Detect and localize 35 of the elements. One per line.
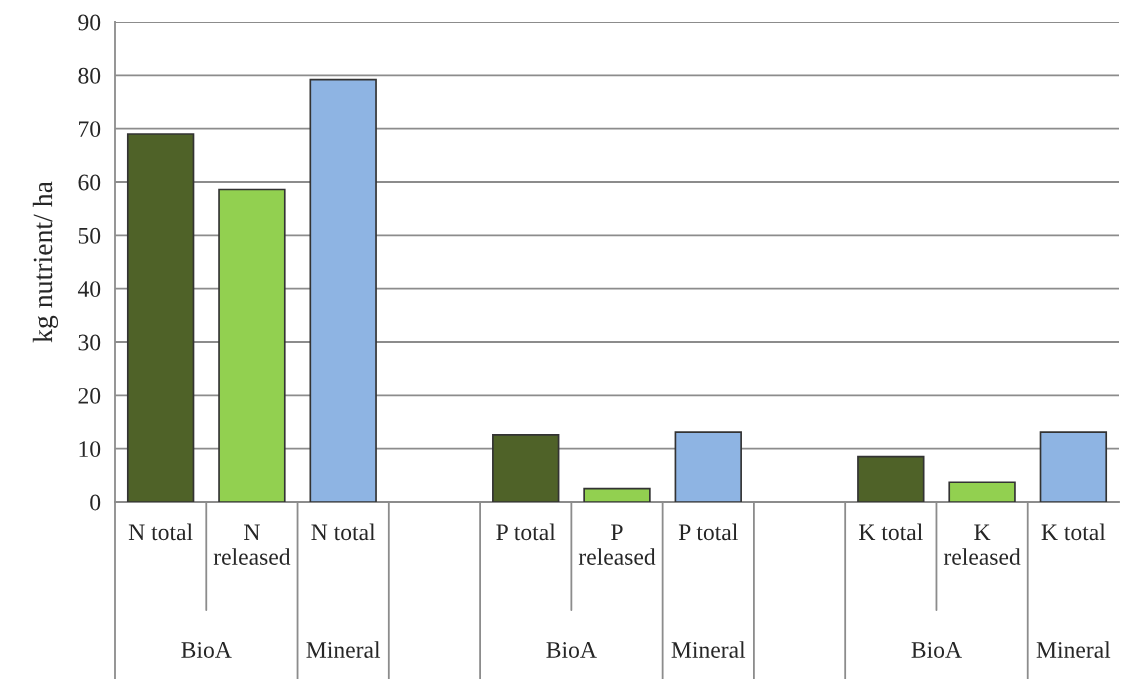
x-tick-label: P released bbox=[578, 524, 656, 565]
text: Mineral bbox=[1036, 641, 1111, 658]
text: BioA bbox=[181, 642, 232, 658]
x-tick-label: N total bbox=[128, 523, 193, 541]
y-tick-label: 60 bbox=[78, 174, 101, 191]
bar bbox=[1039, 431, 1108, 502]
y-tick-label: 20 bbox=[78, 387, 101, 404]
y-tick-label: 90 bbox=[78, 14, 101, 31]
x-tick-label: K total bbox=[1041, 523, 1106, 541]
x-tick-label: N total bbox=[311, 523, 376, 541]
y-tick-label: 50 bbox=[78, 227, 101, 244]
y-tick-label: 0 bbox=[90, 494, 101, 511]
y-tick-label: 10 bbox=[79, 441, 101, 458]
y-tick-label: 80 bbox=[78, 67, 101, 84]
text: BioA bbox=[546, 642, 597, 658]
x-tick-label: P total bbox=[496, 523, 556, 541]
x-tick-label: P total bbox=[678, 523, 738, 541]
text: Mineral bbox=[306, 641, 381, 658]
bar bbox=[492, 433, 560, 502]
text: Mineral bbox=[671, 641, 746, 658]
x-tick-label: K total bbox=[859, 523, 923, 541]
y-tick-label: 70 bbox=[79, 121, 101, 138]
bar bbox=[309, 78, 377, 502]
bar bbox=[857, 455, 925, 502]
text: BioA bbox=[911, 642, 962, 658]
x-tick-label: N released bbox=[213, 524, 291, 565]
bar bbox=[583, 487, 651, 502]
bar bbox=[674, 431, 742, 502]
y-axis-title: kg nutrient/ ha bbox=[32, 181, 59, 343]
bar bbox=[948, 481, 1016, 502]
bar bbox=[218, 188, 286, 502]
bar bbox=[126, 133, 195, 502]
x-tick-label: K released bbox=[943, 524, 1021, 565]
y-tick-label: 30 bbox=[78, 334, 101, 351]
y-tick-label: 40 bbox=[77, 281, 101, 298]
